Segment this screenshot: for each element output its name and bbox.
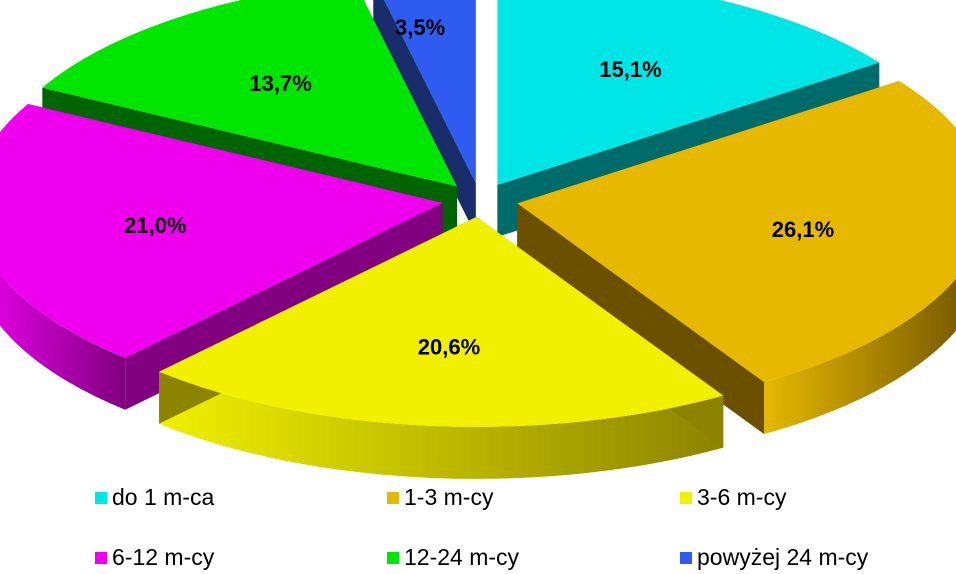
slice-top xyxy=(42,0,457,187)
slice-outer-wall xyxy=(0,273,126,410)
slice-outer-wall xyxy=(159,371,724,479)
data-label: 26,1% xyxy=(772,217,834,242)
pie-slice xyxy=(159,216,724,479)
data-label: 3,5% xyxy=(395,15,445,40)
slice-cut-face xyxy=(517,203,765,435)
slice-top xyxy=(384,0,476,184)
slice-top xyxy=(159,216,724,427)
data-label: 20,6% xyxy=(418,335,480,360)
data-label: 21,0% xyxy=(124,213,186,238)
slice-outer-wall xyxy=(764,278,956,435)
slice-top xyxy=(0,104,443,358)
slice-top xyxy=(497,0,880,185)
data-label: 13,7% xyxy=(249,71,311,96)
data-label: 15,1% xyxy=(599,57,661,82)
slice-top xyxy=(517,80,956,383)
pie-slice xyxy=(517,80,956,435)
